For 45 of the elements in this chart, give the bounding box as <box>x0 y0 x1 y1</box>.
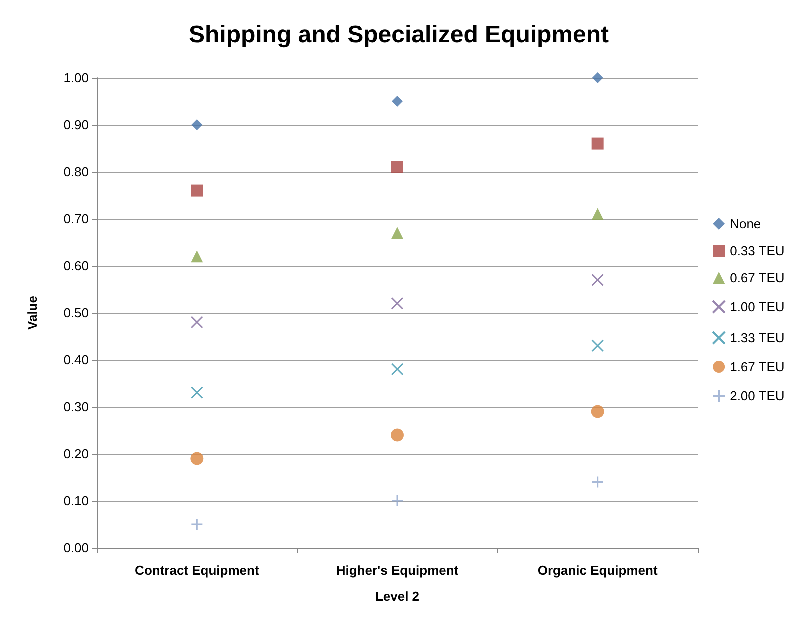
y-tick-label: 0.90 <box>64 118 89 132</box>
point <box>190 316 204 329</box>
y-tick-label: 0.60 <box>64 258 89 274</box>
y-tick-label: 0.00 <box>64 540 89 556</box>
y-tick-label: 0.50 <box>64 306 89 320</box>
point <box>591 405 604 418</box>
y-tick-label: 0.80 <box>64 164 89 180</box>
point <box>191 184 204 197</box>
point <box>392 227 404 240</box>
point <box>392 96 403 107</box>
legend-label: 2.00 TEU <box>730 388 785 404</box>
point <box>191 250 204 263</box>
point <box>592 274 604 286</box>
point <box>391 494 404 508</box>
y-tick-label: 0.30 <box>64 400 89 414</box>
point <box>391 428 404 442</box>
legend-label: 1.33 TEU <box>730 330 785 346</box>
y-tick-label: 0.10 <box>64 494 89 508</box>
point <box>592 476 604 488</box>
y-tick-label: 0.20 <box>64 446 89 462</box>
point <box>391 297 404 310</box>
point <box>592 138 604 150</box>
y-axis-title: Value <box>25 296 40 330</box>
point <box>592 72 604 84</box>
point <box>592 208 604 220</box>
x-tick-label: Higher's Equipment <box>336 563 460 578</box>
legend-label: 0.67 TEU <box>730 270 785 286</box>
y-tick-label: 0.70 <box>64 212 89 226</box>
point <box>192 120 203 130</box>
x-axis-title: Level 2 <box>375 589 420 604</box>
point <box>392 161 404 174</box>
legend-label: 1.00 TEU <box>730 300 785 314</box>
point <box>592 340 604 352</box>
point <box>190 452 204 466</box>
point <box>190 386 204 400</box>
chart-title: Shipping and Specialized Equipment <box>188 22 610 48</box>
legend-label: None <box>730 216 762 232</box>
y-tick-label: 0.40 <box>64 352 89 368</box>
legend-label: 1.67 TEU <box>730 360 785 374</box>
legend-label: 0.33 TEU <box>730 244 785 258</box>
x-tick-label: Contract Equipment <box>135 563 260 578</box>
point <box>190 518 204 531</box>
x-tick-label: Organic Equipment <box>538 563 658 578</box>
point <box>391 363 404 376</box>
y-tick-label: 1.00 <box>64 70 89 86</box>
